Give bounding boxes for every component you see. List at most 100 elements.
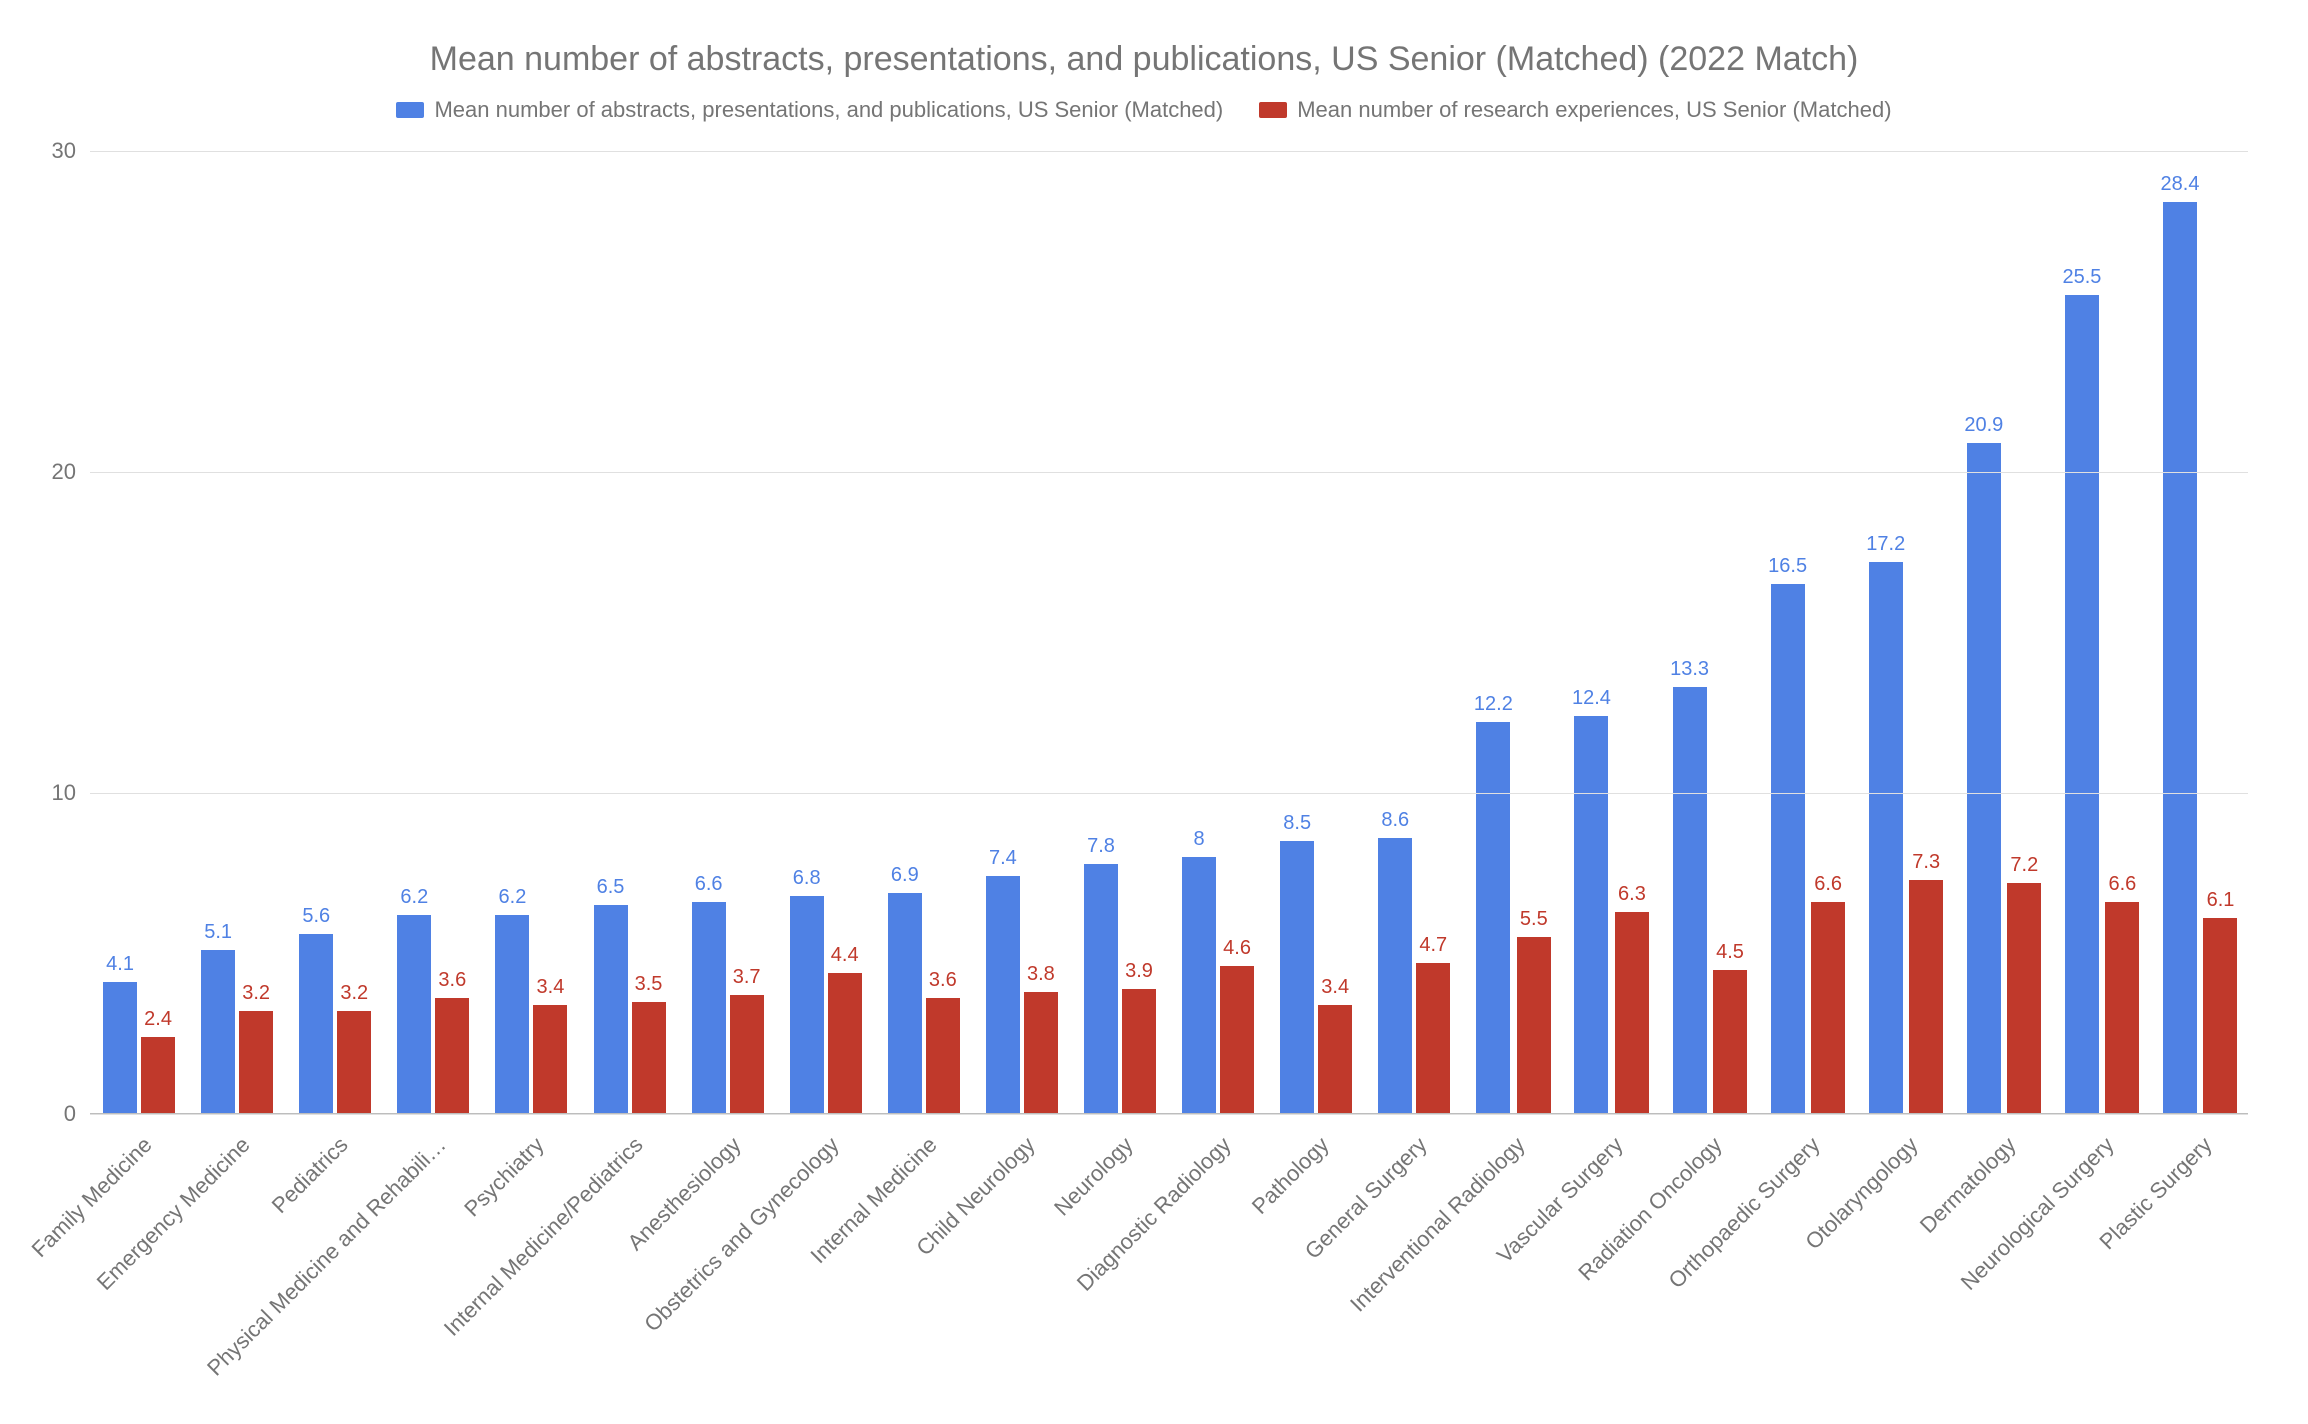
legend-label-series-2: Mean number of research experiences, US … [1297, 97, 1891, 123]
bar-wrap: 16.5 [1768, 151, 1807, 1114]
bar-wrap: 3.2 [239, 151, 273, 1114]
bar [103, 982, 137, 1114]
legend-swatch-series-1 [396, 102, 424, 118]
bar [1378, 838, 1412, 1114]
bar-wrap: 6.9 [888, 151, 922, 1114]
bar-value-label: 6.6 [1814, 873, 1842, 896]
bar-wrap: 12.4 [1572, 151, 1611, 1114]
category-group: 5.13.2Emergency Medicine [188, 151, 286, 1114]
bar-value-label: 7.4 [989, 847, 1017, 870]
bar-wrap: 3.7 [730, 151, 764, 1114]
bar [926, 998, 960, 1114]
bar [1673, 687, 1707, 1114]
x-category-label: Interventional Radiology [1345, 1132, 1530, 1317]
bar-value-label: 6.8 [793, 867, 821, 890]
bar [594, 905, 628, 1114]
bar-wrap: 4.4 [828, 151, 862, 1114]
grid-line [90, 472, 2248, 473]
legend-item-series-2: Mean number of research experiences, US … [1259, 97, 1891, 123]
plot-area: 4.12.4Family Medicine5.13.2Emergency Med… [90, 151, 2248, 1114]
bar-wrap: 6.8 [790, 151, 824, 1114]
bar-value-label: 17.2 [1866, 533, 1905, 556]
bar-value-label: 7.8 [1087, 835, 1115, 858]
category-group: 6.93.6Internal Medicine [875, 151, 973, 1114]
bar [2203, 918, 2237, 1114]
bar [1416, 963, 1450, 1114]
bar-value-label: 3.7 [733, 966, 761, 989]
bar-wrap: 3.4 [1318, 151, 1352, 1114]
bar-value-label: 6.2 [400, 886, 428, 909]
bar-wrap: 6.6 [692, 151, 726, 1114]
bar [2065, 295, 2099, 1114]
bar-wrap: 6.2 [397, 151, 431, 1114]
bar-wrap: 5.6 [299, 151, 333, 1114]
legend-label-series-1: Mean number of abstracts, presentations,… [434, 97, 1223, 123]
category-group: 17.27.3Otolaryngology [1856, 151, 1954, 1114]
category-group: 7.43.8Child Neurology [973, 151, 1071, 1114]
bar [239, 1011, 273, 1114]
bar-wrap: 3.6 [435, 151, 469, 1114]
category-group: 16.56.6Orthopaedic Surgery [1758, 151, 1856, 1114]
bar-value-label: 4.4 [831, 944, 859, 967]
category-group: 8.53.4Pathology [1267, 151, 1365, 1114]
category-group: 6.23.6Physical Medicine and Rehabili… [384, 151, 482, 1114]
bar-wrap: 5.5 [1517, 151, 1551, 1114]
bar-value-label: 12.2 [1474, 693, 1513, 716]
bar [730, 995, 764, 1114]
bar-wrap: 6.3 [1615, 151, 1649, 1114]
bar-value-label: 5.1 [204, 921, 232, 944]
bar [790, 896, 824, 1114]
bar-value-label: 6.9 [891, 864, 919, 887]
bar-value-label: 4.1 [106, 953, 134, 976]
y-tick-label: 30 [52, 138, 90, 164]
category-group: 7.83.9Neurology [1071, 151, 1169, 1114]
category-group: 6.63.7Anesthesiology [679, 151, 777, 1114]
x-category-label: Neurology [1049, 1132, 1138, 1221]
bar [1122, 989, 1156, 1114]
bar-value-label: 3.6 [929, 969, 957, 992]
bar-value-label: 12.4 [1572, 687, 1611, 710]
bar-value-label: 6.6 [2108, 873, 2136, 896]
bar-value-label: 5.5 [1520, 908, 1548, 931]
bar-wrap: 13.3 [1670, 151, 1709, 1114]
bar-wrap: 7.4 [986, 151, 1020, 1114]
bar-value-label: 5.6 [302, 905, 330, 928]
category-group: 4.12.4Family Medicine [90, 151, 188, 1114]
bar [2163, 202, 2197, 1114]
grid-line [90, 151, 2248, 152]
bar-wrap: 7.2 [2007, 151, 2041, 1114]
bar-wrap: 4.7 [1416, 151, 1450, 1114]
category-group: 84.6Diagnostic Radiology [1169, 151, 1267, 1114]
category-group: 20.97.2Dermatology [1954, 151, 2052, 1114]
bar-wrap: 12.2 [1474, 151, 1513, 1114]
bar-value-label: 6.5 [597, 876, 625, 899]
bar-wrap: 6.5 [594, 151, 628, 1114]
bars-row: 4.12.4Family Medicine5.13.2Emergency Med… [90, 151, 2248, 1114]
grid-line [90, 1114, 2248, 1115]
bar-wrap: 3.9 [1122, 151, 1156, 1114]
category-group: 8.64.7General Surgery [1365, 151, 1463, 1114]
bar [2105, 902, 2139, 1114]
category-group: 13.34.5Radiation Oncology [1660, 151, 1758, 1114]
category-group: 12.46.3Vascular Surgery [1561, 151, 1659, 1114]
bar-wrap: 4.1 [103, 151, 137, 1114]
bar-value-label: 8 [1194, 828, 1205, 851]
bar [495, 915, 529, 1114]
bar-value-label: 6.2 [499, 886, 527, 909]
y-tick-label: 10 [52, 780, 90, 806]
bar [1024, 992, 1058, 1114]
bar-wrap: 25.5 [2062, 151, 2101, 1114]
chart-legend: Mean number of abstracts, presentations,… [20, 97, 2268, 123]
bar-value-label: 3.2 [340, 982, 368, 1005]
bar [1967, 443, 2001, 1114]
bar [533, 1005, 567, 1114]
bar-wrap: 3.2 [337, 151, 371, 1114]
bar [1615, 912, 1649, 1114]
bar-value-label: 28.4 [2161, 173, 2200, 196]
x-category-label: Internal Medicine/Pediatrics [438, 1132, 647, 1341]
bar-wrap: 3.8 [1024, 151, 1058, 1114]
bar-value-label: 6.1 [2207, 889, 2235, 912]
bar-wrap: 7.8 [1084, 151, 1118, 1114]
chart-title: Mean number of abstracts, presentations,… [20, 40, 2268, 79]
bar-wrap: 2.4 [141, 151, 175, 1114]
